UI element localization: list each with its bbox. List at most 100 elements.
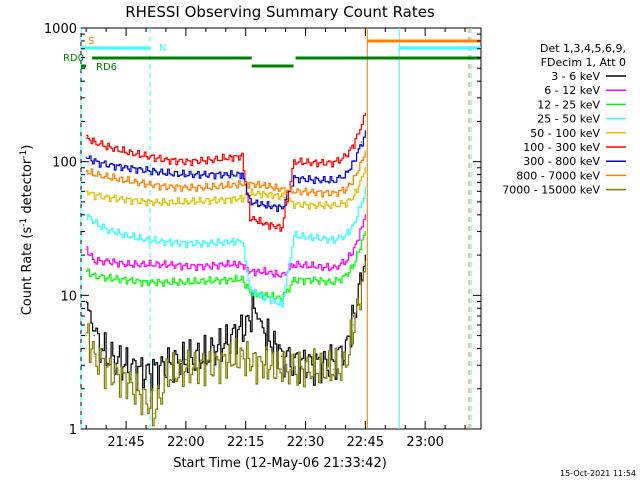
data-point	[185, 161, 187, 163]
legend-label: 12 - 25 keV	[537, 98, 600, 111]
legend-label: 6 - 12 keV	[544, 84, 600, 97]
data-point	[225, 341, 227, 343]
data-point	[312, 368, 315, 370]
data-point	[93, 222, 95, 224]
data-point	[249, 360, 251, 363]
data-point	[265, 364, 267, 366]
data-point	[165, 281, 167, 283]
flag-bars: S N RD0 RD6	[63, 36, 481, 73]
data-point	[125, 151, 127, 153]
data-point	[364, 214, 366, 216]
data-point	[241, 263, 243, 266]
data-point	[85, 137, 87, 139]
flag-label-rd0: RD0	[63, 53, 84, 64]
data-point	[364, 112, 366, 114]
data-point	[241, 197, 243, 200]
legend-label: 100 - 300 keV	[523, 141, 600, 154]
data-point	[280, 368, 283, 370]
data-point	[292, 177, 295, 179]
data-point	[85, 170, 87, 172]
data-point	[145, 183, 147, 185]
data-point	[292, 203, 295, 205]
data-point	[145, 155, 147, 157]
data-point	[352, 178, 354, 180]
data-point	[265, 193, 267, 195]
data-point	[241, 240, 243, 242]
series-line-7	[86, 130, 366, 212]
data-point	[344, 347, 347, 350]
data-point	[280, 207, 283, 209]
data-point	[205, 174, 207, 176]
data-point	[280, 188, 283, 191]
data-point	[145, 169, 147, 172]
data-point	[93, 141, 95, 143]
data-point	[105, 229, 107, 231]
series-group	[85, 112, 366, 427]
data-point	[332, 267, 335, 269]
data-point	[105, 176, 107, 178]
data-point	[165, 201, 167, 204]
data-point	[364, 167, 366, 169]
data-point	[93, 334, 95, 337]
data-point	[225, 185, 227, 187]
x-tick-label: 23:00	[406, 435, 443, 450]
data-point	[253, 307, 255, 309]
data-point	[165, 172, 167, 174]
data-point	[105, 277, 107, 279]
data-point	[93, 174, 95, 176]
data-point	[292, 368, 295, 370]
data-point	[292, 190, 295, 192]
data-point	[93, 260, 95, 262]
data-point	[145, 401, 147, 403]
data-point	[352, 223, 354, 225]
data-point	[145, 372, 147, 375]
data-point	[312, 237, 315, 239]
data-point	[165, 375, 167, 377]
x-tick-label: 21:45	[107, 435, 144, 450]
legend: Det 1,3,4,5,6,9, FDecim 1, Att 0 3 - 6 k…	[502, 42, 626, 197]
y-axis-label-mid: detector	[20, 158, 35, 218]
x-axis-label: Start Time (12-May-06 21:33:42)	[173, 456, 387, 471]
y-axis-label: Count Rate (s-1 detector-1)	[19, 145, 35, 316]
data-point	[125, 364, 127, 366]
data-point	[292, 263, 295, 266]
data-point	[312, 162, 315, 164]
data-point	[185, 186, 187, 189]
flag-label-rd6: RD6	[96, 62, 117, 73]
data-point	[105, 260, 107, 262]
data-point	[145, 201, 147, 203]
legend-label: 800 - 7000 keV	[516, 169, 600, 182]
data-point	[93, 275, 95, 277]
data-point	[280, 297, 283, 299]
y-tick-label: 1	[69, 423, 77, 438]
data-point	[125, 234, 127, 237]
legend-label: 25 - 50 keV	[537, 113, 600, 126]
data-point	[185, 265, 187, 267]
data-point	[105, 164, 107, 166]
data-point	[241, 183, 243, 185]
data-point	[205, 280, 207, 282]
data-point	[105, 368, 107, 370]
data-point	[85, 214, 87, 216]
data-point	[241, 155, 243, 157]
series-line-5	[86, 167, 366, 210]
data-point	[332, 204, 335, 207]
data-point	[344, 188, 347, 191]
data-point	[85, 300, 87, 303]
data-point	[205, 186, 207, 189]
data-point	[185, 368, 187, 370]
data-point	[249, 192, 251, 194]
data-point	[165, 241, 167, 243]
data-point	[344, 174, 347, 176]
x-tick-label: 22:45	[347, 435, 384, 450]
data-point	[249, 291, 251, 294]
data-point	[360, 177, 362, 179]
data-point	[360, 161, 362, 163]
data-point	[105, 196, 107, 199]
data-point	[352, 248, 354, 251]
data-point	[125, 167, 127, 169]
data-point	[205, 364, 207, 366]
data-point	[332, 368, 335, 370]
series-line-1	[86, 255, 366, 391]
